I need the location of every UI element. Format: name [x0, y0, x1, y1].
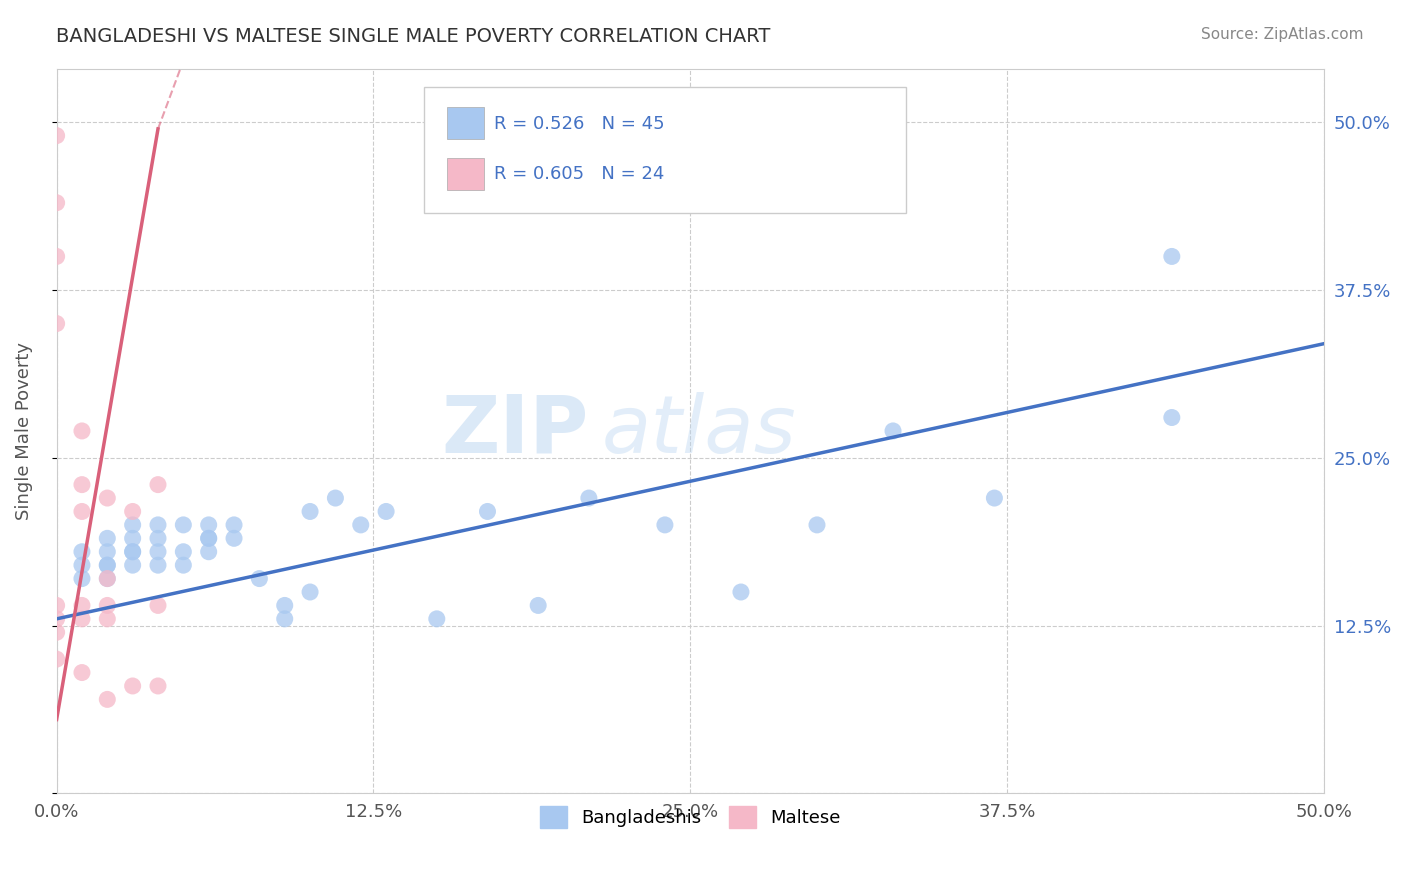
Point: [222, 517, 245, 532]
Point: [96, 491, 118, 505]
Point: [247, 572, 270, 586]
FancyBboxPatch shape: [447, 107, 484, 139]
Point: [578, 491, 600, 505]
Point: [654, 517, 676, 532]
Point: [96, 558, 118, 573]
Point: [70, 572, 93, 586]
Text: R = 0.605   N = 24: R = 0.605 N = 24: [494, 165, 664, 183]
Point: [172, 545, 194, 559]
Point: [983, 491, 1005, 505]
Point: [146, 679, 169, 693]
Point: [121, 558, 143, 573]
Point: [299, 585, 322, 599]
Text: ZIP: ZIP: [441, 392, 589, 470]
Y-axis label: Single Male Poverty: Single Male Poverty: [15, 342, 32, 520]
Point: [96, 692, 118, 706]
Point: [172, 517, 194, 532]
Point: [96, 599, 118, 613]
FancyBboxPatch shape: [425, 87, 905, 213]
Point: [121, 545, 143, 559]
Point: [1160, 410, 1182, 425]
Point: [527, 599, 550, 613]
Point: [806, 517, 828, 532]
Point: [45, 599, 67, 613]
Point: [96, 572, 118, 586]
Text: BANGLADESHI VS MALTESE SINGLE MALE POVERTY CORRELATION CHART: BANGLADESHI VS MALTESE SINGLE MALE POVER…: [56, 27, 770, 45]
Legend: Bangladeshis, Maltese: Bangladeshis, Maltese: [533, 798, 848, 835]
Point: [197, 545, 219, 559]
Point: [350, 517, 373, 532]
Point: [70, 504, 93, 518]
Point: [45, 625, 67, 640]
Point: [146, 517, 169, 532]
Point: [146, 477, 169, 491]
FancyBboxPatch shape: [447, 158, 484, 190]
Point: [121, 545, 143, 559]
Point: [121, 531, 143, 545]
Point: [121, 504, 143, 518]
Point: [197, 531, 219, 545]
Point: [96, 612, 118, 626]
Point: [882, 424, 904, 438]
Point: [70, 424, 93, 438]
Point: [121, 679, 143, 693]
Point: [197, 531, 219, 545]
Point: [96, 558, 118, 573]
Point: [45, 128, 67, 143]
Point: [222, 531, 245, 545]
Point: [70, 545, 93, 559]
Point: [70, 558, 93, 573]
Point: [70, 599, 93, 613]
Point: [96, 545, 118, 559]
Point: [45, 317, 67, 331]
Point: [274, 599, 297, 613]
Point: [1160, 249, 1182, 263]
Point: [146, 599, 169, 613]
Text: R = 0.526   N = 45: R = 0.526 N = 45: [494, 114, 665, 133]
Text: Source: ZipAtlas.com: Source: ZipAtlas.com: [1201, 27, 1364, 42]
Point: [730, 585, 752, 599]
Point: [121, 517, 143, 532]
Point: [274, 612, 297, 626]
Point: [70, 477, 93, 491]
Point: [146, 545, 169, 559]
Point: [45, 652, 67, 666]
Point: [426, 612, 449, 626]
Point: [45, 612, 67, 626]
Point: [299, 504, 322, 518]
Point: [375, 504, 398, 518]
Point: [325, 491, 347, 505]
Point: [477, 504, 499, 518]
Point: [70, 612, 93, 626]
Point: [45, 195, 67, 210]
Point: [146, 531, 169, 545]
Point: [45, 249, 67, 263]
Text: atlas: atlas: [602, 392, 796, 470]
Point: [197, 517, 219, 532]
Point: [70, 665, 93, 680]
Point: [146, 558, 169, 573]
Point: [96, 531, 118, 545]
Point: [172, 558, 194, 573]
Point: [96, 572, 118, 586]
